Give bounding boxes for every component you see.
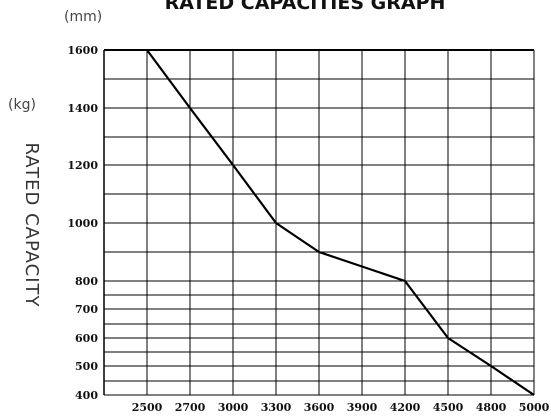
- y-tick-label: 600: [75, 332, 98, 345]
- y-tick-label: 1200: [67, 159, 98, 172]
- y-tick-label: 1600: [67, 44, 98, 57]
- y-tick-label: 1400: [67, 102, 98, 115]
- y-unit-label: (kg): [8, 97, 36, 113]
- grid: [103, 49, 535, 396]
- x-tick-label: 4800: [476, 401, 507, 414]
- y-tick-label: 1000: [67, 217, 98, 230]
- x-tick-label: 2500: [132, 401, 163, 414]
- x-tick-label: 4200: [390, 401, 421, 414]
- chart-title: RATED CAPACITIES GRAPH: [165, 0, 446, 14]
- series-line: [146, 49, 535, 396]
- x-tick-label: 4500: [433, 401, 464, 414]
- y-tick-label: 400: [75, 389, 98, 402]
- x-tick-label: 3600: [304, 401, 335, 414]
- x-tick-label: 2700: [175, 401, 206, 414]
- y-tick-labels: 1600 1400 1200 1000 800 700 600 500 400: [67, 44, 98, 402]
- x-tick-label: 5000: [519, 401, 550, 414]
- x-unit-label: (mm): [64, 9, 102, 25]
- series-group: [146, 49, 535, 396]
- y-tick-label: 800: [75, 275, 98, 288]
- y-tick-label: 500: [75, 360, 98, 373]
- y-axis-title: RATED CAPACITY: [21, 142, 42, 307]
- y-tick-label: 700: [75, 303, 98, 316]
- x-tick-label: 3300: [261, 401, 292, 414]
- x-tick-labels: 2500 2700 3000 3300 3600 3900 4200 4500 4800 5000: [132, 401, 550, 414]
- x-tick-label: 3000: [218, 401, 249, 414]
- x-tick-label: 3900: [347, 401, 378, 414]
